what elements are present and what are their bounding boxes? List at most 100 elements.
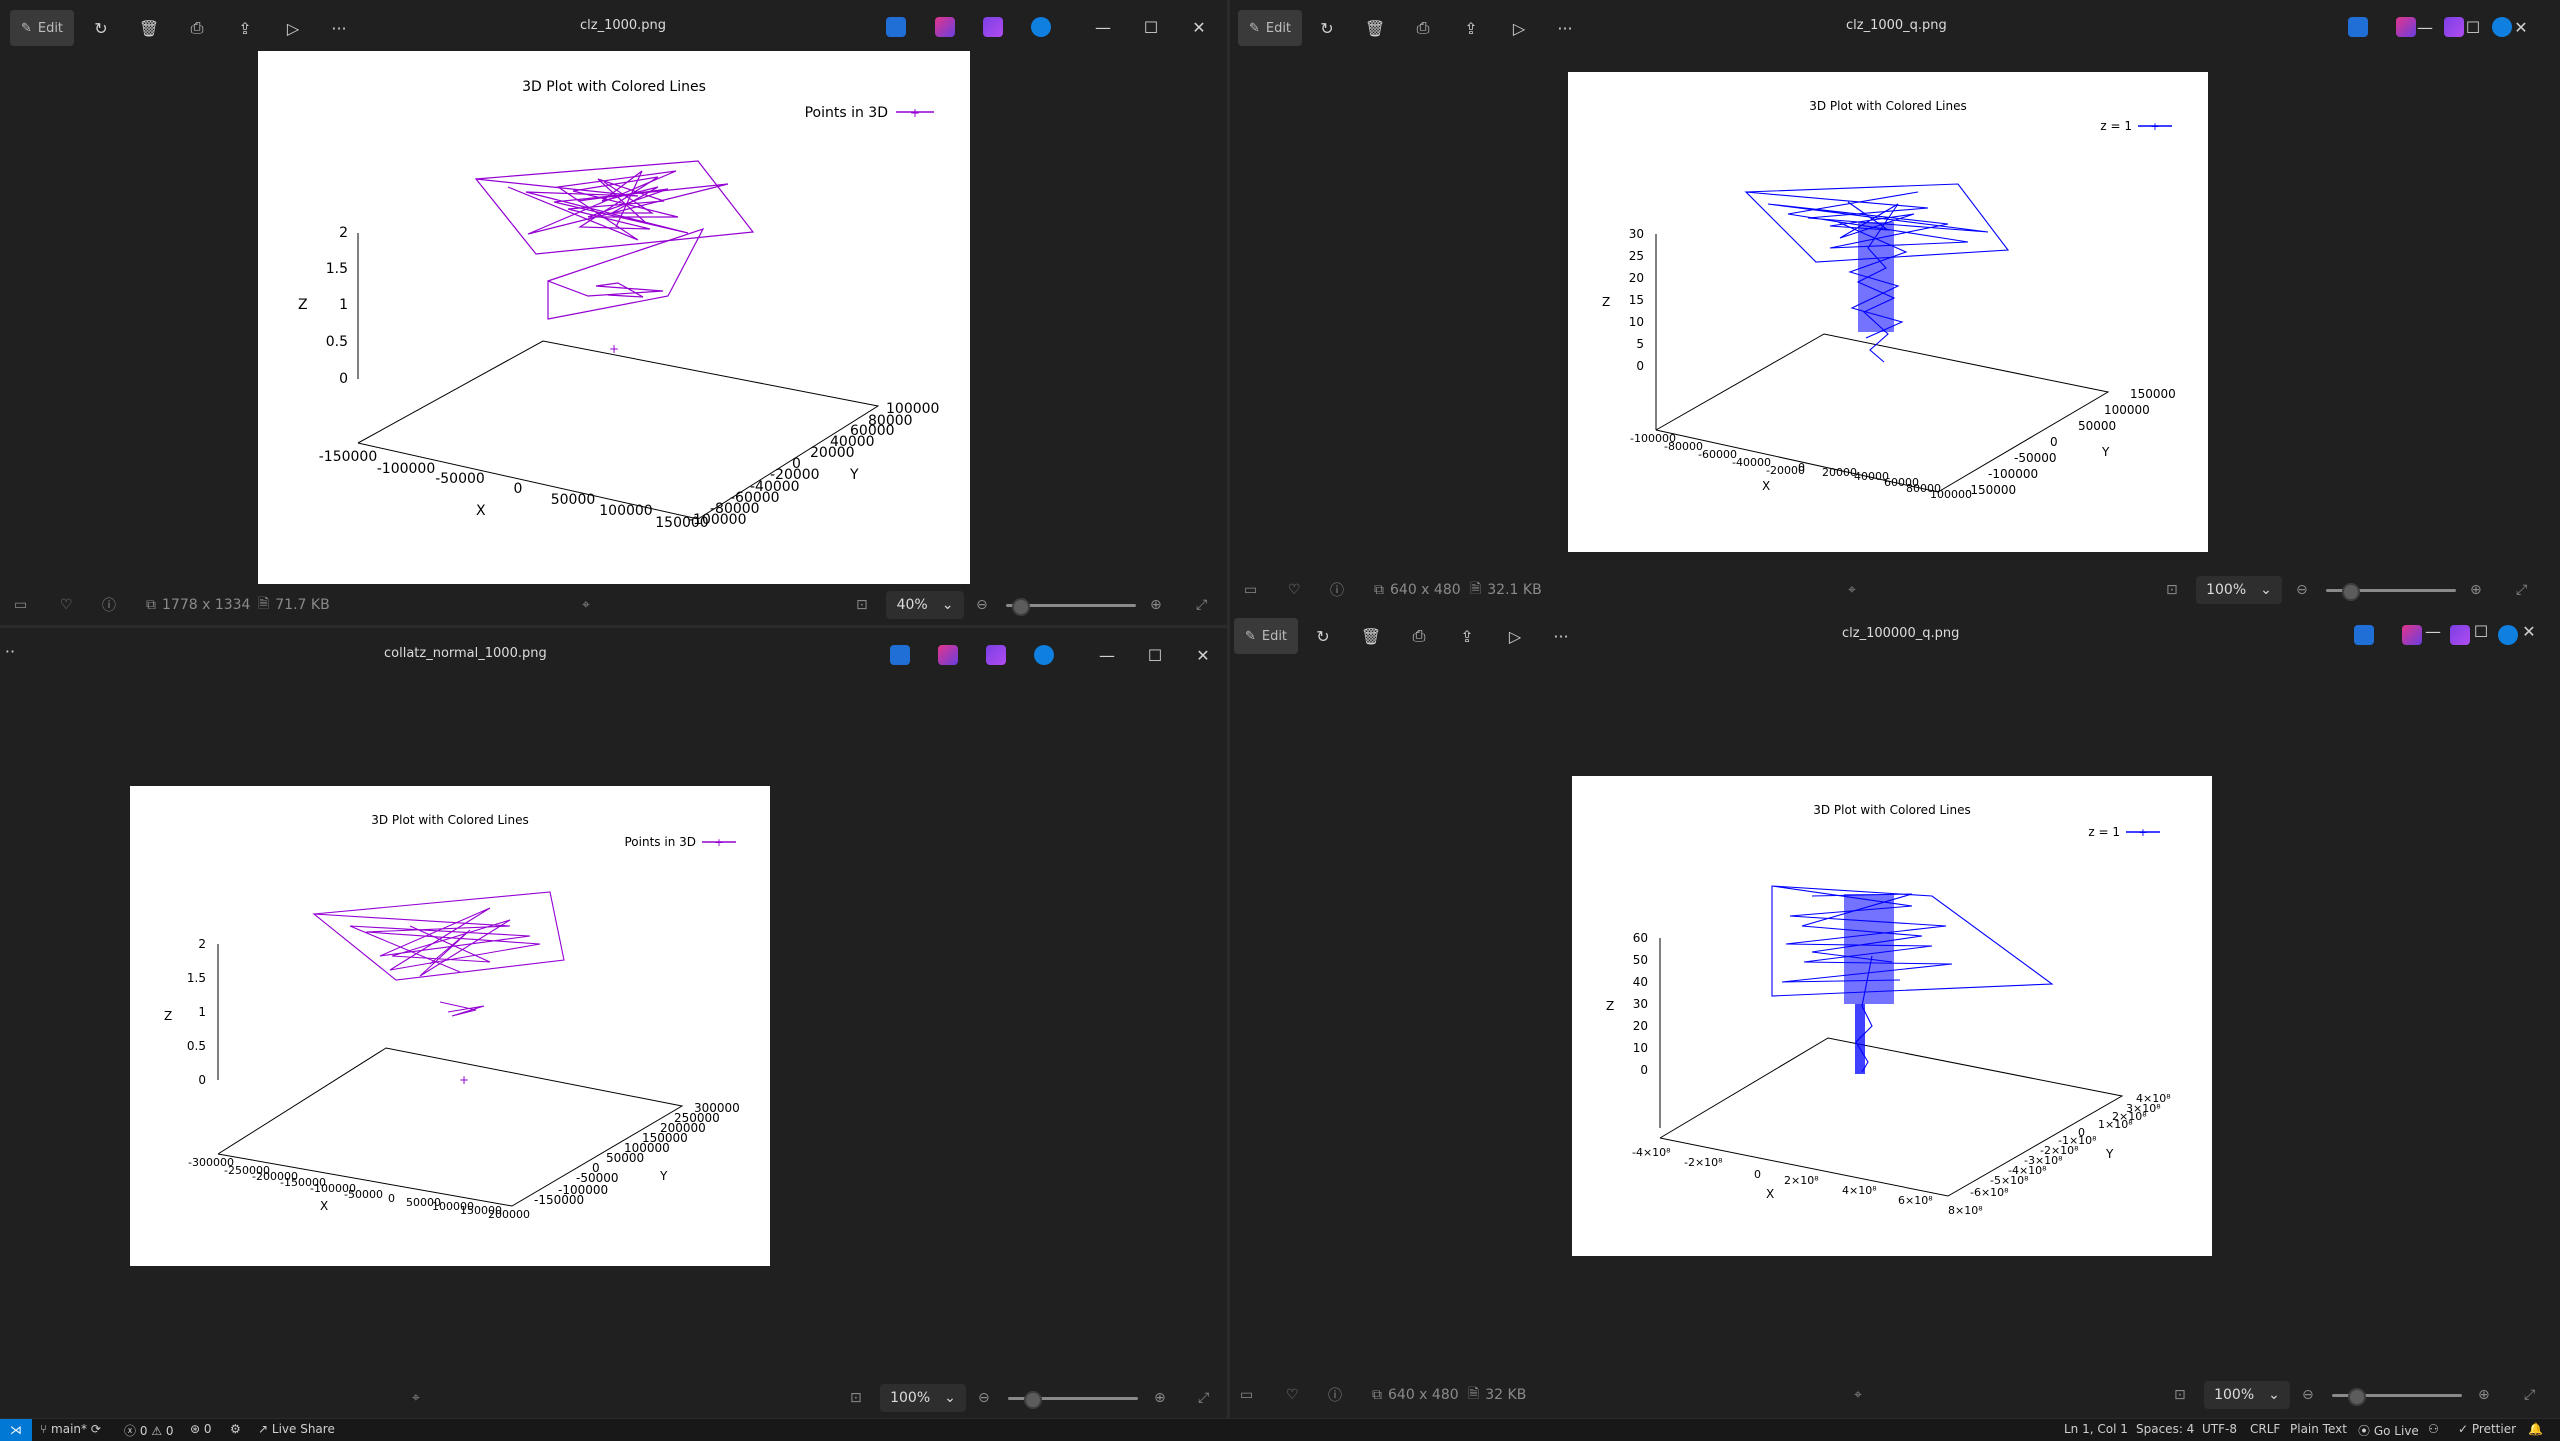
problems-indicator[interactable]: ⓧ 0 ⚠ 0: [124, 1422, 174, 1439]
branch-indicator[interactable]: ⑂ main* ⟳: [40, 1422, 101, 1436]
maximize-button[interactable]: ☐: [2458, 14, 2488, 40]
account-indicator[interactable]: ⚇: [2428, 1422, 2439, 1436]
photos-app-icon[interactable]: [2450, 625, 2470, 645]
zoom-dropdown[interactable]: 100% ⌄: [2204, 1381, 2290, 1409]
more-button[interactable]: ···: [1546, 11, 1584, 45]
zoom-in-button[interactable]: ⊕: [2470, 570, 2482, 608]
zoom-slider-thumb[interactable]: [1012, 598, 1030, 616]
designer-app-icon[interactable]: [886, 17, 906, 37]
photos-app-icon[interactable]: [2444, 17, 2464, 37]
onedrive-icon[interactable]: [2492, 17, 2512, 37]
delete-button[interactable]: 🗑: [1352, 619, 1390, 653]
zoom-dropdown[interactable]: 100% ⌄: [2196, 576, 2282, 604]
debug-indicator[interactable]: ⚙: [230, 1422, 241, 1436]
info-button[interactable]: ⓘ: [1328, 1375, 1342, 1415]
fullscreen-button[interactable]: ⤢: [2524, 1375, 2535, 1415]
visual-search-button[interactable]: ⌖: [1848, 570, 1856, 608]
fit-button[interactable]: ⊡: [2166, 570, 2178, 608]
indentation[interactable]: Spaces: 4: [2136, 1422, 2195, 1436]
maximize-button[interactable]: ☐: [1140, 642, 1170, 668]
remote-indicator[interactable]: ⋊: [0, 1419, 32, 1441]
share-button[interactable]: ⇪: [226, 11, 264, 45]
edit-button[interactable]: ✎ Edit: [1238, 10, 1302, 46]
delete-button[interactable]: 🗑: [130, 11, 168, 45]
zoom-in-button[interactable]: ⊕: [1154, 1378, 1166, 1418]
delete-button[interactable]: 🗑: [1356, 11, 1394, 45]
zoom-slider[interactable]: [2326, 589, 2456, 592]
designer-app-icon[interactable]: [2354, 625, 2374, 645]
visual-search-button[interactable]: ⌖: [582, 585, 590, 625]
zoom-out-button[interactable]: ⊖: [976, 585, 988, 625]
minimize-button[interactable]: —: [2418, 618, 2448, 644]
share-button[interactable]: ⇪: [1448, 619, 1486, 653]
visual-search-button[interactable]: ⌖: [1854, 1375, 1862, 1415]
notifications-button[interactable]: 🔔: [2528, 1422, 2543, 1436]
zoom-slider-thumb[interactable]: [2342, 583, 2360, 601]
zoom-slider-thumb[interactable]: [2348, 1388, 2366, 1406]
fit-button[interactable]: ⊡: [850, 1378, 862, 1418]
slideshow-button[interactable]: ▷: [1500, 11, 1538, 45]
maximize-button[interactable]: ☐: [2466, 618, 2496, 644]
designer-app-icon[interactable]: [890, 645, 910, 665]
photos-app-icon[interactable]: [983, 17, 1003, 37]
ports-indicator[interactable]: ⊛ 0: [190, 1422, 212, 1436]
more-button[interactable]: ···: [1542, 619, 1580, 653]
zoom-slider[interactable]: [1006, 604, 1136, 607]
rotate-button[interactable]: ↻: [82, 11, 120, 45]
onedrive-icon[interactable]: [1034, 645, 1054, 665]
language-mode[interactable]: Plain Text: [2290, 1422, 2347, 1436]
zoom-dropdown[interactable]: 100% ⌄: [880, 1384, 966, 1412]
more-button[interactable]: ··: [0, 634, 20, 668]
minimize-button[interactable]: —: [2410, 14, 2440, 40]
zoom-in-button[interactable]: ⊕: [2478, 1375, 2490, 1415]
fullscreen-button[interactable]: ⤢: [2516, 570, 2527, 608]
onedrive-icon[interactable]: [2498, 625, 2518, 645]
fit-button[interactable]: ⊡: [856, 585, 868, 625]
minimize-button[interactable]: —: [1092, 642, 1122, 668]
filmstrip-button[interactable]: ▭: [1240, 1375, 1253, 1415]
clipchamp-app-icon[interactable]: [938, 645, 958, 665]
edit-button[interactable]: ✎ Edit: [10, 10, 74, 46]
clipchamp-app-icon[interactable]: [2402, 625, 2422, 645]
designer-app-icon[interactable]: [2348, 17, 2368, 37]
close-button[interactable]: ✕: [1184, 14, 1214, 40]
clipchamp-app-icon[interactable]: [2396, 17, 2416, 37]
zoom-out-button[interactable]: ⊖: [2296, 570, 2308, 608]
fullscreen-button[interactable]: ⤢: [1196, 585, 1207, 625]
print-button[interactable]: ⎙: [1400, 619, 1438, 653]
cursor-position[interactable]: Ln 1, Col 1: [2064, 1422, 2128, 1436]
slideshow-button[interactable]: ▷: [1496, 619, 1534, 653]
edit-button[interactable]: ✎ Edit: [1234, 618, 1298, 654]
live-share-button[interactable]: ↗ Live Share: [258, 1422, 335, 1436]
prettier-button[interactable]: ✓ Prettier: [2458, 1422, 2516, 1436]
print-button[interactable]: ⎙: [1404, 11, 1442, 45]
zoom-out-button[interactable]: ⊖: [2302, 1375, 2314, 1415]
zoom-dropdown[interactable]: 40% ⌄: [886, 591, 964, 619]
close-button[interactable]: ✕: [2514, 618, 2544, 644]
favorite-button[interactable]: ♡: [1288, 570, 1301, 608]
more-button[interactable]: ···: [320, 11, 358, 45]
maximize-button[interactable]: ☐: [1136, 14, 1166, 40]
zoom-slider-thumb[interactable]: [1024, 1391, 1042, 1409]
close-button[interactable]: ✕: [1188, 642, 1218, 668]
print-button[interactable]: ⎙: [178, 11, 216, 45]
fit-button[interactable]: ⊡: [2174, 1375, 2186, 1415]
filmstrip-button[interactable]: ▭: [1244, 570, 1257, 608]
zoom-slider[interactable]: [2332, 1394, 2462, 1397]
visual-search-button[interactable]: ⌖: [412, 1378, 420, 1418]
favorite-button[interactable]: ♡: [60, 585, 73, 625]
fullscreen-button[interactable]: ⤢: [1198, 1378, 1209, 1418]
zoom-out-button[interactable]: ⊖: [978, 1378, 990, 1418]
info-button[interactable]: ⓘ: [102, 585, 116, 625]
filmstrip-button[interactable]: ▭: [14, 585, 27, 625]
favorite-button[interactable]: ♡: [1286, 1375, 1299, 1415]
go-live-button[interactable]: ⦿ Go Live: [2358, 1422, 2419, 1439]
share-button[interactable]: ⇪: [1452, 11, 1490, 45]
clipchamp-app-icon[interactable]: [935, 17, 955, 37]
minimize-button[interactable]: —: [1088, 14, 1118, 40]
zoom-slider[interactable]: [1008, 1397, 1138, 1400]
line-ending[interactable]: CRLF: [2250, 1422, 2281, 1436]
photos-app-icon[interactable]: [986, 645, 1006, 665]
slideshow-button[interactable]: ▷: [274, 11, 312, 45]
rotate-button[interactable]: ↻: [1308, 11, 1346, 45]
